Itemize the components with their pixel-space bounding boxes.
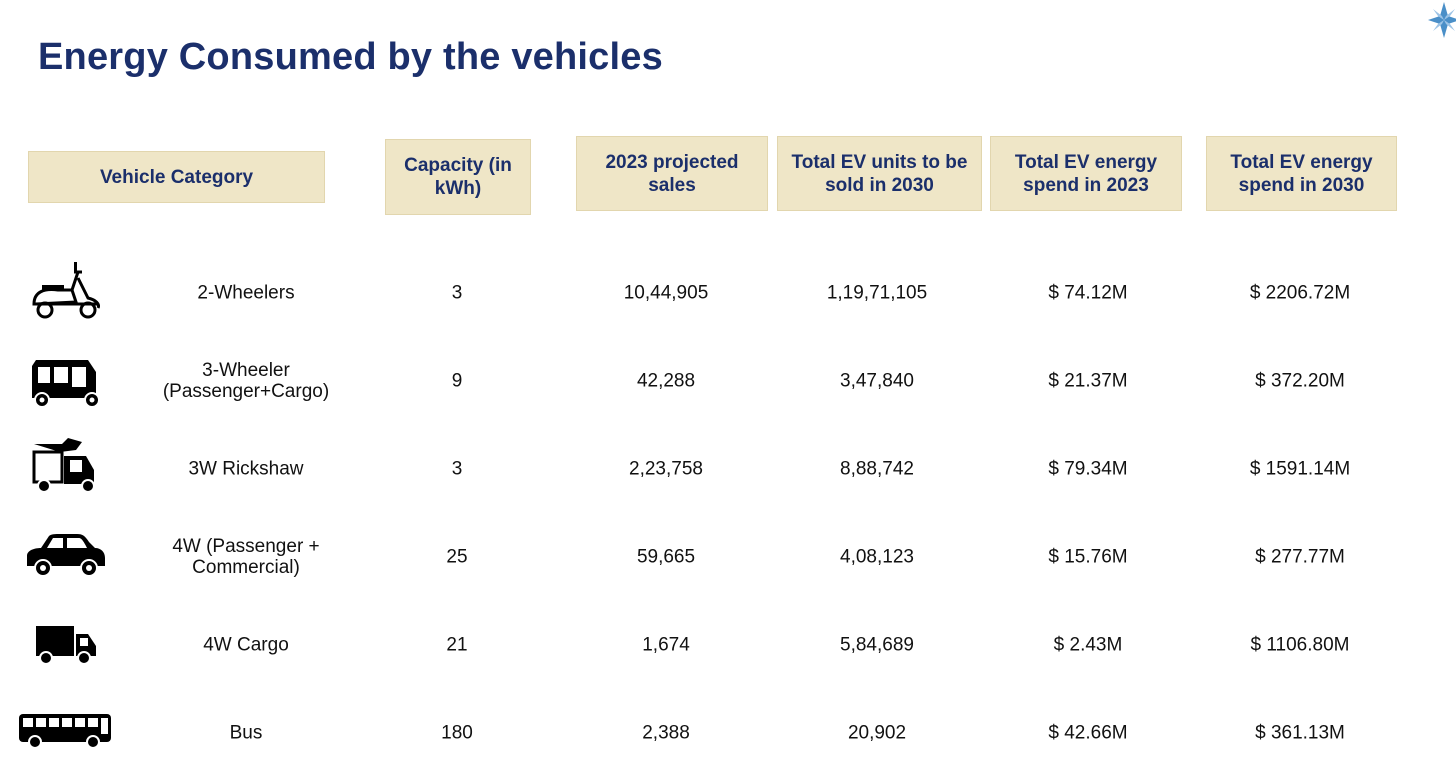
cell-capacity: 3 <box>451 282 463 304</box>
cell-units-2030: 1,19,71,105 <box>826 282 928 304</box>
logo-star-icon <box>1428 2 1456 38</box>
cell-spend-2030: $ 277.77M <box>1255 546 1345 568</box>
cell-category: Bus <box>229 722 263 744</box>
cell-capacity: 25 <box>446 546 468 568</box>
cell-category: 3W Rickshaw <box>188 458 304 480</box>
auto-rickshaw-icon <box>32 360 100 408</box>
car-icon <box>27 534 105 577</box>
cell-category: 4W (Passenger + Commercial) <box>172 536 320 578</box>
cell-capacity: 3 <box>451 458 463 480</box>
cell-spend-2023: $ 2.43M <box>1053 634 1123 656</box>
page-title: Energy Consumed by the vehicles <box>38 36 663 78</box>
header-units-2030: Total EV units to be sold in 2030 <box>777 136 982 211</box>
cell-sales-2023: 10,44,905 <box>623 282 709 304</box>
cargo-rickshaw-icon <box>32 438 95 493</box>
cell-sales-2023: 42,288 <box>636 370 696 392</box>
cell-spend-2023: $ 21.37M <box>1048 370 1128 392</box>
header-capacity: Capacity (in kWh) <box>385 139 531 215</box>
cell-units-2030: 8,88,742 <box>840 458 914 480</box>
cell-sales-2023: 2,23,758 <box>629 458 703 480</box>
cell-sales-2023: 2,388 <box>642 722 690 744</box>
cell-spend-2030: $ 2206.72M <box>1249 282 1351 304</box>
truck-icon <box>36 626 96 665</box>
cell-units-2030: 20,902 <box>847 722 907 744</box>
cell-category: 2-Wheelers <box>197 282 295 304</box>
cell-sales-2023: 59,665 <box>636 546 696 568</box>
cell-units-2030: 3,47,840 <box>840 370 914 392</box>
cell-spend-2030: $ 1106.80M <box>1250 634 1350 656</box>
cell-capacity: 180 <box>441 722 473 744</box>
bus-icon <box>19 714 111 749</box>
cell-sales-2023: 1,674 <box>642 634 690 656</box>
header-projected-sales-2023: 2023 projected sales <box>576 136 768 211</box>
cell-spend-2023: $ 42.66M <box>1048 722 1128 744</box>
cell-spend-2023: $ 74.12M <box>1048 282 1128 304</box>
cell-capacity: 21 <box>446 634 468 656</box>
header-vehicle-category: Vehicle Category <box>28 151 325 203</box>
scooter-icon <box>32 262 100 319</box>
cell-spend-2023: $ 79.34M <box>1048 458 1128 480</box>
cell-units-2030: 4,08,123 <box>840 546 914 568</box>
cell-spend-2030: $ 361.13M <box>1255 722 1345 744</box>
header-spend-2030: Total EV energy spend in 2030 <box>1206 136 1397 211</box>
cell-spend-2030: $ 372.20M <box>1255 370 1345 392</box>
cell-spend-2023: $ 15.76M <box>1048 546 1128 568</box>
cell-spend-2030: $ 1591.14M <box>1249 458 1351 480</box>
header-spend-2023: Total EV energy spend in 2023 <box>990 136 1182 211</box>
cell-capacity: 9 <box>451 370 463 392</box>
cell-category: 4W Cargo <box>203 634 289 656</box>
cell-category: 3-Wheeler (Passenger+Cargo) <box>162 360 330 402</box>
cell-units-2030: 5,84,689 <box>840 634 914 656</box>
